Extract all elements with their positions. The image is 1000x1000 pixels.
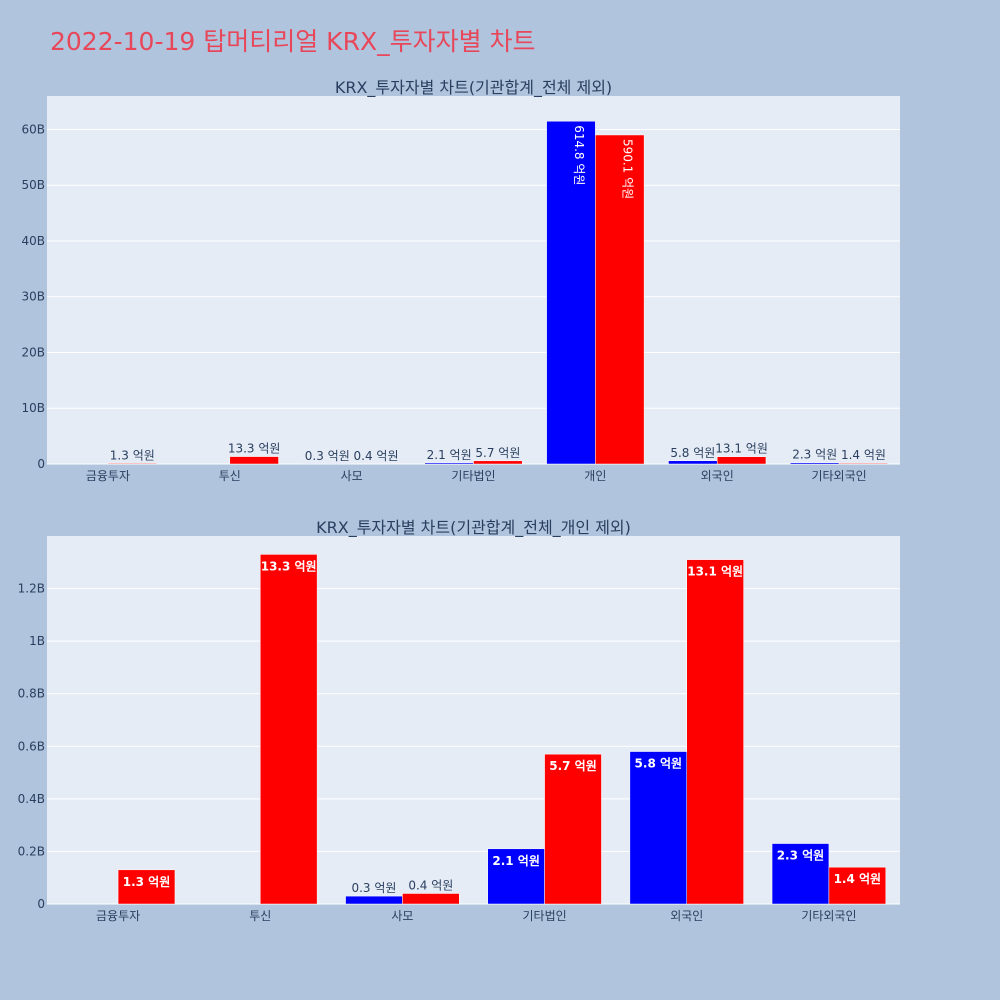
y-tick-label: 0.8B: [18, 687, 45, 701]
y-tick-label: 0.4B: [18, 792, 45, 806]
bar-value-label: 2.3 억원: [792, 448, 837, 462]
y-tick-label: 1B: [29, 634, 45, 648]
y-tick-label: 10B: [21, 401, 45, 415]
y-tick-label: 0: [37, 897, 45, 911]
bar-value-label: 0.4 억원: [354, 449, 399, 463]
bar: [716, 456, 767, 465]
bar: [402, 893, 460, 905]
bar-value-label: 0.3 억원: [351, 881, 396, 895]
x-tick-label: 사모: [391, 909, 413, 923]
bar-value-label: 1.4 억원: [841, 448, 886, 462]
y-tick-label: 1.2B: [18, 582, 45, 596]
bar: [117, 869, 176, 905]
bar: [229, 456, 279, 465]
bar-value-label: 13.1 억원: [687, 565, 743, 579]
bar-value-label: 1.3 억원: [110, 448, 155, 462]
y-tick-label: 50B: [21, 178, 45, 192]
bar: [424, 462, 474, 465]
x-tick-label: 기타법인: [522, 909, 566, 923]
bar-value-label: 13.3 억원: [228, 442, 281, 456]
bar-value-label: 13.1 억원: [715, 442, 768, 456]
x-tick-label: 기타외국인: [811, 469, 866, 483]
x-tick-label: 금융투자: [96, 909, 140, 923]
bar-value-label: 2.3 억원: [777, 849, 825, 863]
bar: [487, 848, 545, 905]
bar: [771, 843, 830, 905]
plot-area: [47, 536, 900, 904]
x-tick-label: 투신: [219, 469, 241, 483]
bar-value-label: 2.1 억원: [427, 448, 472, 462]
y-tick-label: 40B: [21, 234, 45, 248]
bar: [260, 554, 318, 905]
x-tick-label: 금융투자: [86, 469, 130, 483]
chart-top: KRX_투자자별 차트(기관합계_전체 제외) 0 10B 20B 30B 40B 50B 6…: [21, 78, 900, 483]
y-tick-label: 30B: [21, 290, 45, 304]
chart-title: KRX_투자자별 차트(기관합계_전체_개인 제외): [316, 518, 631, 538]
bar: [595, 134, 645, 465]
x-tick-label: 투신: [249, 909, 271, 923]
bar: [345, 895, 403, 905]
bar: [790, 462, 840, 465]
bar-value-label: 5.7 억원: [549, 759, 597, 773]
y-tick-label: 0.2B: [18, 844, 45, 858]
x-tick-label: 외국인: [670, 909, 703, 923]
bar: [107, 463, 157, 465]
bar-value-label: 614.8 억원: [572, 125, 586, 185]
bar-value-label: 5.8 억원: [635, 757, 683, 771]
bar: [629, 751, 688, 905]
bar-value-label: 5.8 억원: [670, 446, 715, 460]
x-tick-label: 사모: [341, 469, 363, 483]
bar-value-label: 1.4 억원: [834, 872, 882, 886]
chart-bottom: KRX_투자자별 차트(기관합계_전체_개인 제외) 0 0.2B 0.4B 0.6B 0…: [18, 518, 900, 923]
bar-value-label: 5.7 억원: [475, 446, 520, 460]
x-tick-label: 기타법인: [451, 469, 495, 483]
bar: [473, 460, 523, 465]
bar: [686, 559, 744, 905]
page-title: 2022-10-19 탑머티리얼 KRX_투자자별 차트: [50, 27, 536, 56]
bar: [546, 120, 596, 465]
bar: [668, 460, 718, 465]
bar-value-label: 13.3 억원: [261, 559, 317, 573]
y-tick-label: 0.6B: [18, 739, 45, 753]
y-tick-label: 0: [37, 457, 45, 471]
bar: [544, 753, 602, 905]
x-tick-label: 외국인: [701, 469, 734, 483]
bar: [838, 462, 889, 465]
y-tick-label: 20B: [21, 345, 45, 359]
bar: [828, 866, 887, 905]
x-tick-label: 기타외국인: [801, 909, 856, 923]
y-tick-label: 60B: [21, 122, 45, 136]
bar-value-label: 2.1 억원: [492, 854, 540, 868]
chart-title: KRX_투자자별 차트(기관합계_전체 제외): [335, 78, 612, 98]
bar-value-label: 590.1 억원: [621, 139, 635, 199]
bar-value-label: 0.3 억원: [305, 449, 350, 463]
x-tick-label: 개인: [584, 469, 606, 483]
bar-value-label: 0.4 억원: [408, 878, 453, 892]
bar-value-label: 1.3 억원: [123, 875, 171, 889]
plot-area: [47, 96, 900, 464]
